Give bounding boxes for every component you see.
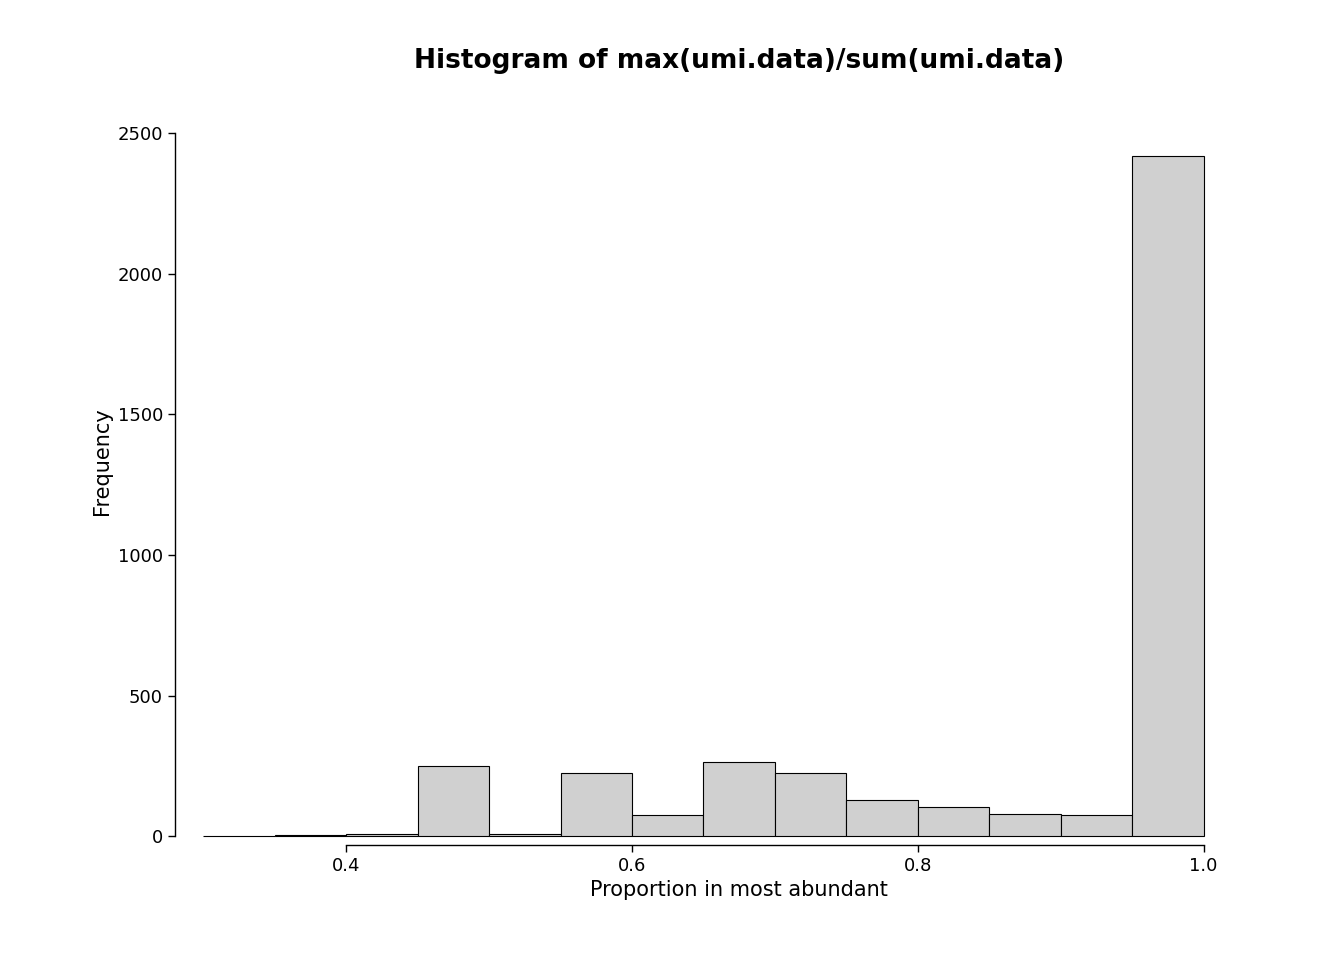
Bar: [1060, 815, 1132, 836]
Bar: [560, 773, 632, 836]
Bar: [918, 806, 989, 836]
Bar: [847, 800, 918, 836]
Bar: [703, 762, 775, 836]
Bar: [775, 773, 847, 836]
Bar: [989, 814, 1060, 836]
Bar: [347, 833, 418, 836]
Bar: [418, 766, 489, 836]
Bar: [1132, 156, 1204, 836]
Bar: [632, 815, 703, 836]
X-axis label: Proportion in most abundant: Proportion in most abundant: [590, 880, 888, 900]
Bar: [489, 833, 560, 836]
Y-axis label: Frequency: Frequency: [91, 407, 112, 515]
Bar: [274, 835, 347, 836]
Title: Histogram of max(umi.data)/sum(umi.data): Histogram of max(umi.data)/sum(umi.data): [414, 48, 1064, 75]
